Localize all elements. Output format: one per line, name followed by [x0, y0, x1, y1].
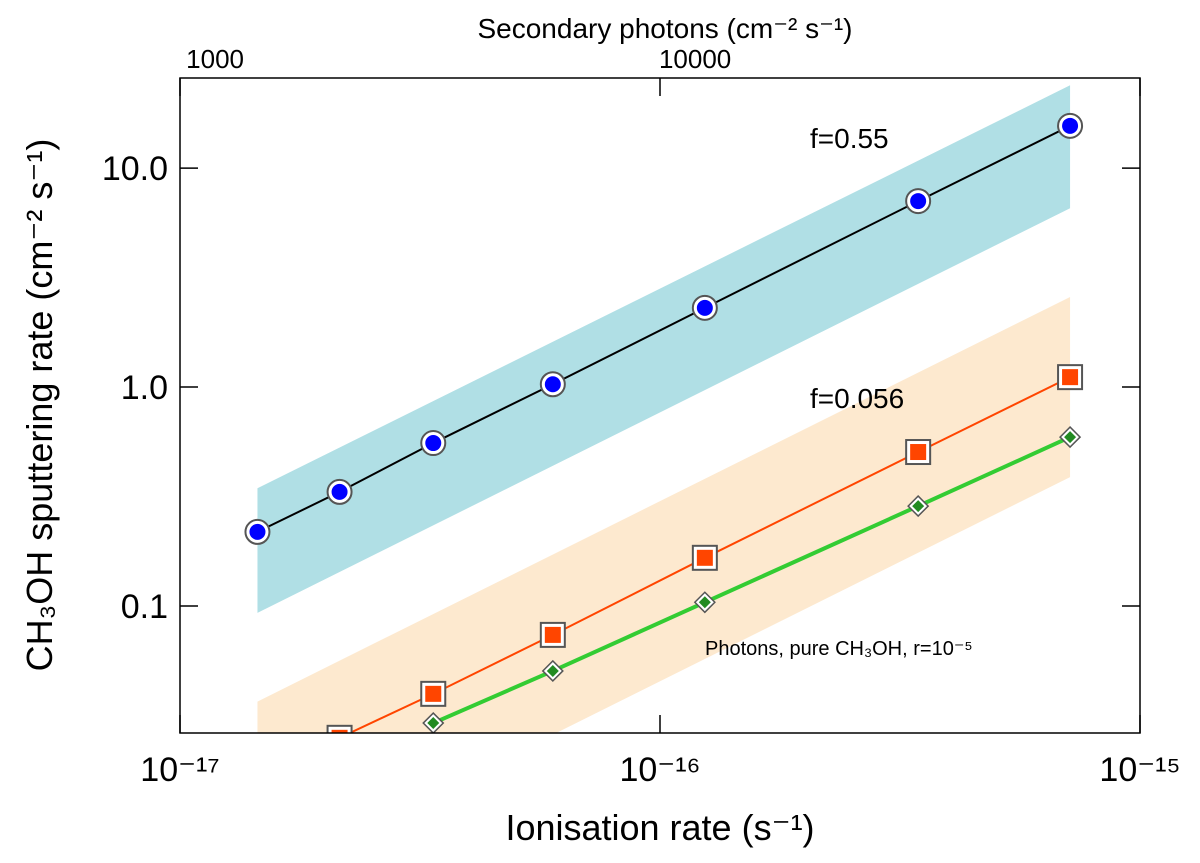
y-tick-label: 0.1	[121, 588, 168, 626]
marker	[425, 685, 442, 702]
y-axis-label: CH₃OH sputtering rate (cm⁻² s⁻¹)	[19, 139, 60, 672]
marker	[546, 664, 559, 677]
y-tick-label: 10.0	[102, 150, 168, 188]
marker-ring	[326, 724, 353, 733]
marker	[696, 299, 713, 316]
y-tick-label: 1.0	[121, 369, 168, 407]
marker	[249, 523, 266, 540]
annotation: f=0.55	[810, 123, 889, 154]
marker	[1062, 117, 1079, 134]
marker	[544, 376, 561, 393]
marker	[1062, 369, 1079, 386]
marker	[910, 193, 927, 210]
x-axis-label: Ionisation rate (s⁻¹)	[505, 807, 814, 848]
x2-tick-label: 1000	[186, 44, 244, 74]
x2-tick-label: 10000	[659, 44, 731, 74]
marker	[331, 483, 348, 500]
series-line	[347, 376, 1071, 733]
annotation: f=0.056	[810, 383, 904, 414]
marker	[544, 626, 561, 643]
x-tick-label: 10⁻¹⁷	[140, 751, 219, 789]
marker	[427, 717, 440, 730]
band	[257, 85, 1071, 613]
marker	[1064, 431, 1077, 444]
annotation: Photons, pure CH₃OH, r=10⁻⁵	[705, 638, 973, 660]
marker	[698, 596, 711, 609]
marker	[910, 444, 927, 461]
marker	[696, 549, 713, 566]
marker	[912, 500, 925, 513]
marker	[331, 729, 348, 733]
x-tick-label: 10⁻¹⁵	[1099, 751, 1180, 789]
marker	[425, 435, 442, 452]
x-tick-label: 10⁻¹⁶	[619, 751, 700, 789]
x2-axis-label: Secondary photons (cm⁻² s⁻¹)	[477, 13, 852, 44]
plot-area	[244, 85, 1084, 733]
band	[257, 296, 1071, 733]
